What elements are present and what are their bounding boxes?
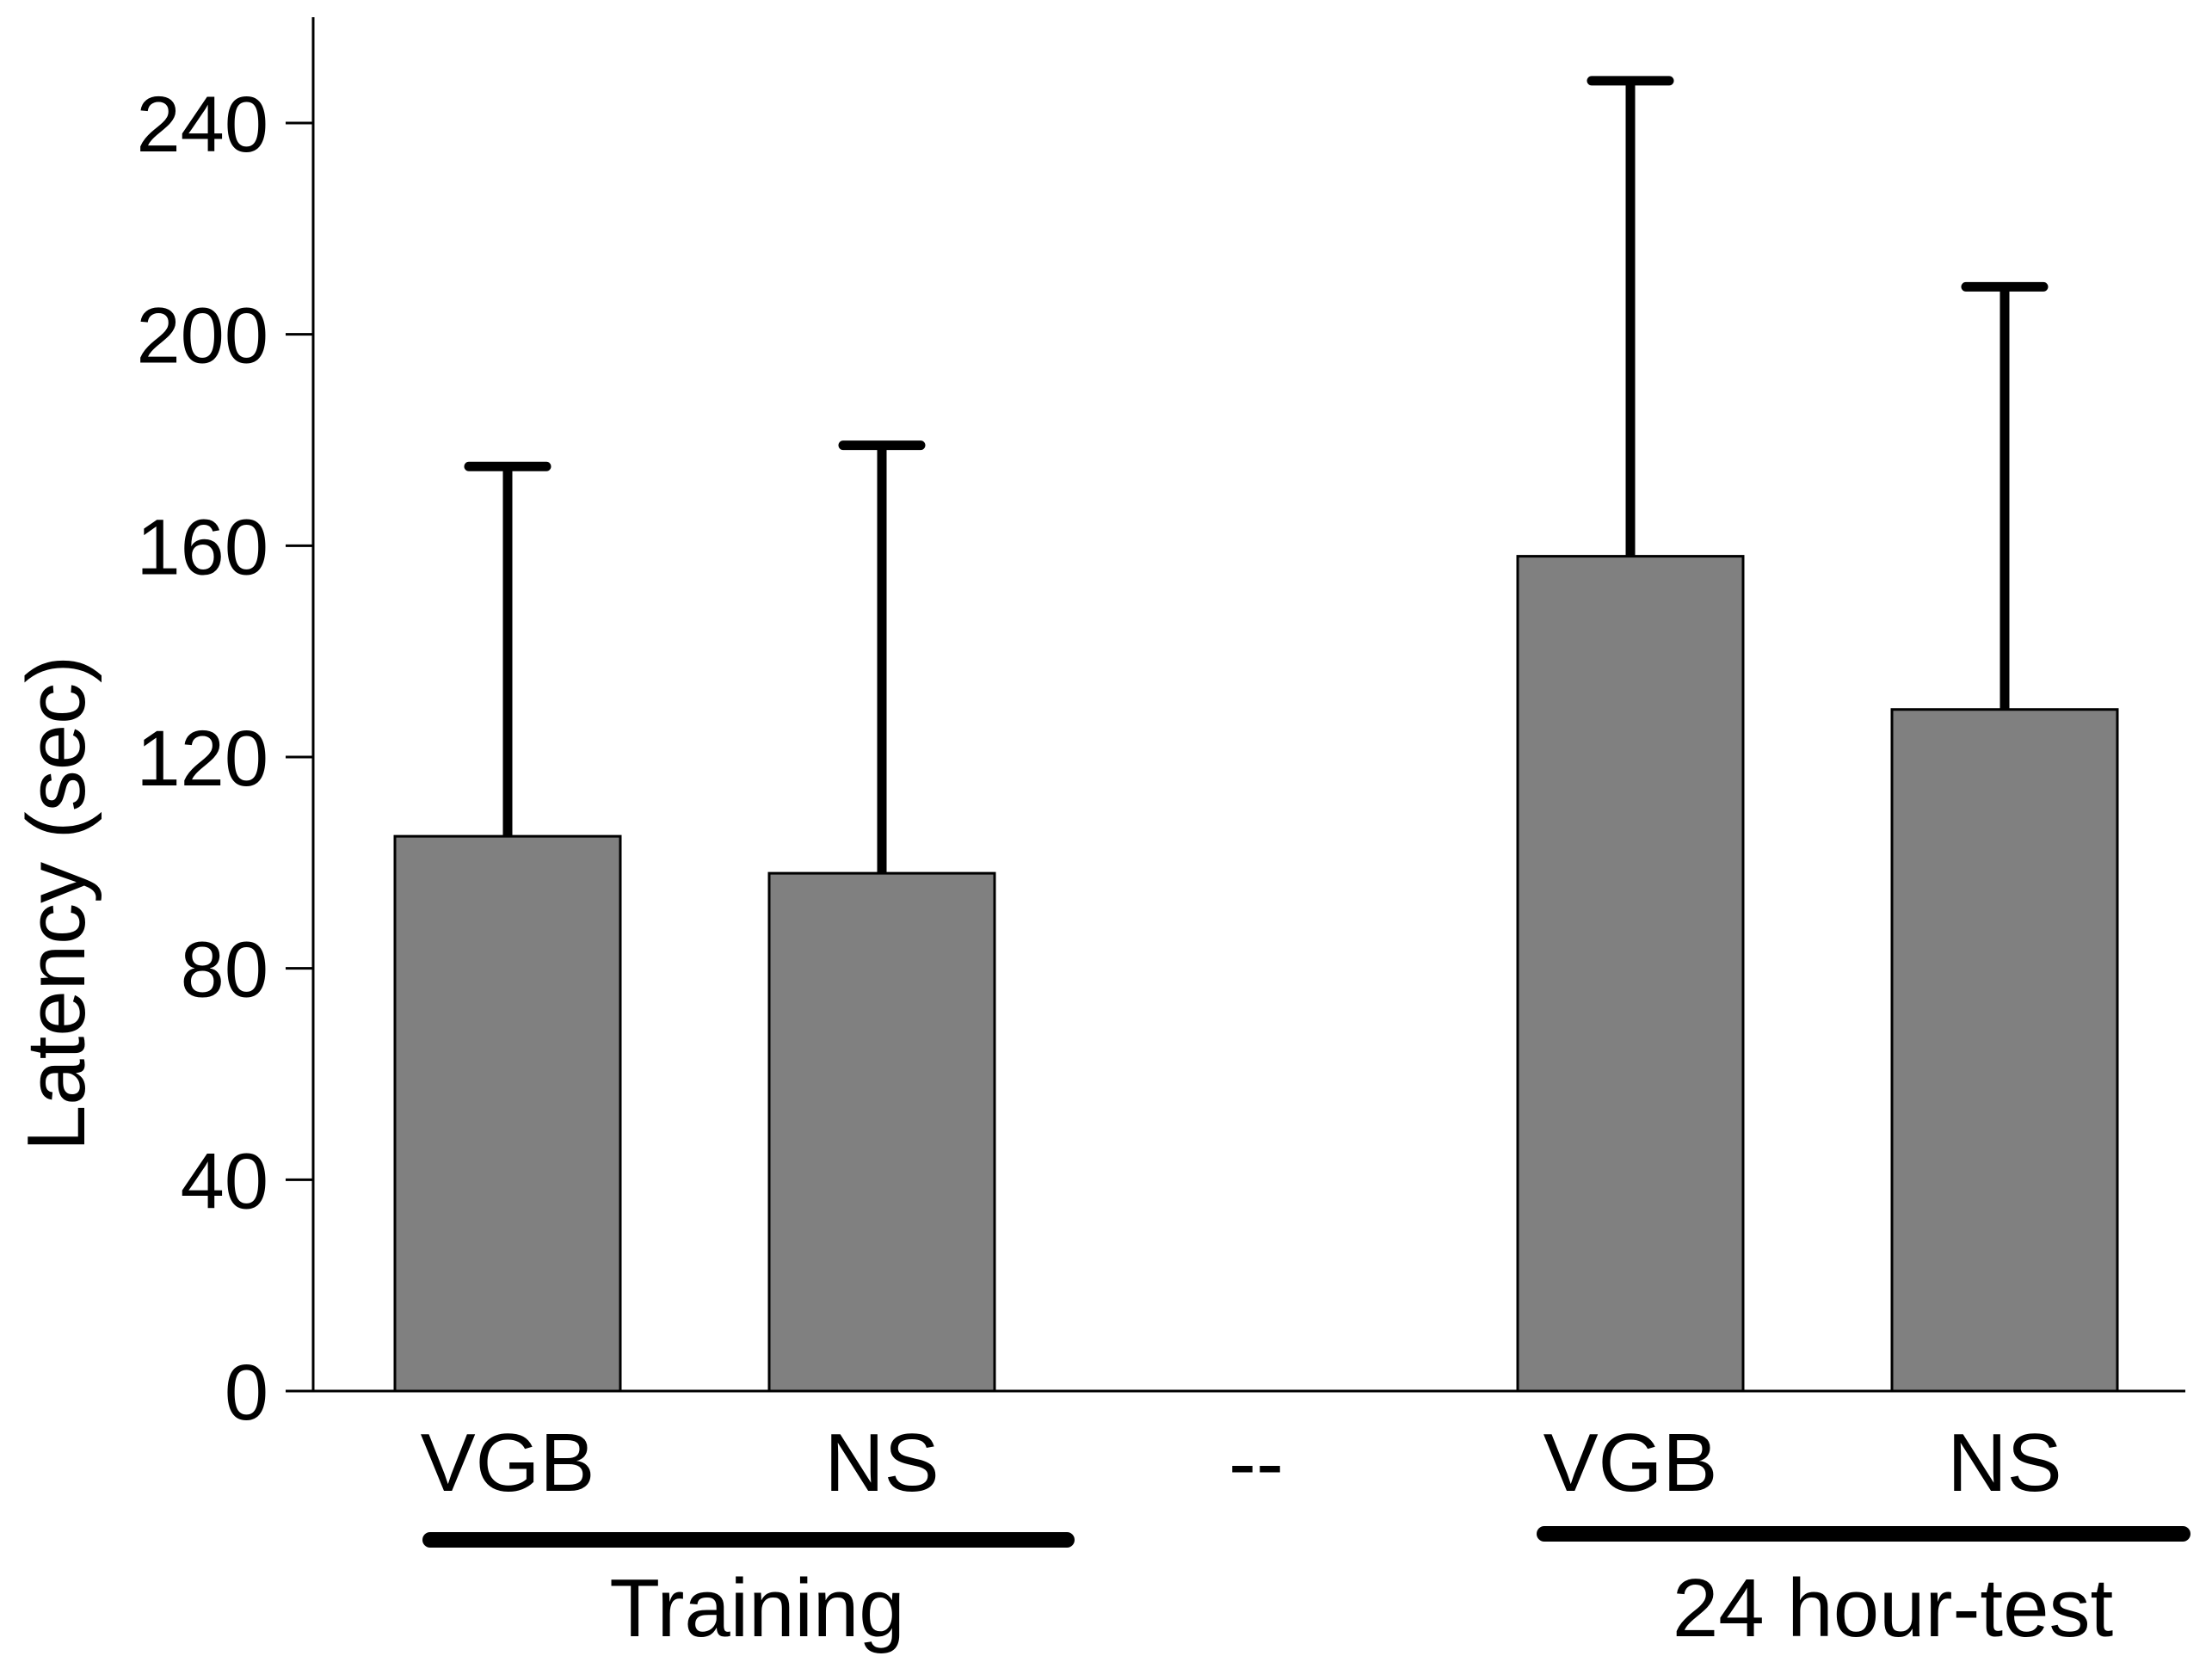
bars — [393, 555, 2119, 1393]
y-axis-title: Latency (sec) — [10, 656, 102, 1151]
x-category-label: -- — [1229, 1417, 1284, 1509]
error-bars — [464, 76, 2049, 874]
y-tick-label: 160 — [137, 503, 269, 591]
category-labels: VGB NS -- VGB NS — [421, 1417, 2062, 1509]
bar — [393, 834, 622, 1393]
bar — [1516, 555, 1745, 1393]
x-category-label: NS — [824, 1417, 939, 1509]
group-label: 24 hour-test — [1673, 1562, 2113, 1654]
y-tick-label: 80 — [181, 926, 268, 1014]
y-tick-label: 0 — [225, 1349, 268, 1437]
bar — [767, 871, 996, 1393]
y-tick-label: 40 — [181, 1137, 268, 1225]
bar — [1890, 708, 2119, 1393]
y-tick-label: 240 — [137, 81, 269, 169]
x-category-label: VGB — [421, 1417, 595, 1509]
y-tick-label: 200 — [137, 292, 269, 380]
x-category-label: NS — [1947, 1417, 2061, 1509]
group-brackets: Training 24 hour-test — [422, 1526, 2190, 1654]
y-axis: 0 40 80 120 160 200 240 — [137, 17, 315, 1437]
group-label: Training — [609, 1562, 904, 1654]
x-category-label: VGB — [1543, 1417, 1718, 1509]
y-tick-label: 120 — [137, 715, 269, 803]
